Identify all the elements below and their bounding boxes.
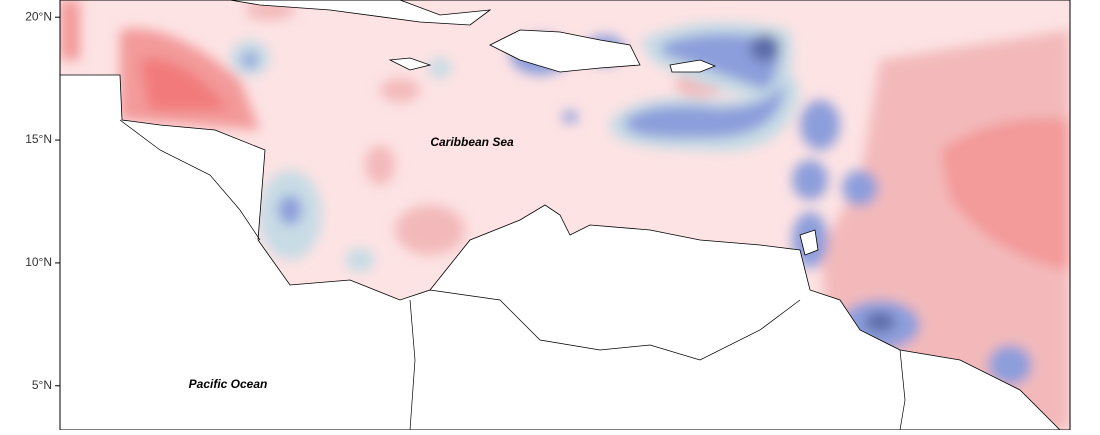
hispaniola	[489, 29, 641, 73]
y-tick-label: 20°N	[25, 9, 52, 23]
cuba	[229, 0, 492, 26]
jamaica	[388, 57, 432, 71]
ocean-label: Pacific Ocean	[189, 377, 268, 391]
sea-label: Caribbean Sea	[430, 135, 514, 149]
anomaly-field	[60, 0, 1070, 430]
y-tick-label: 15°N	[25, 132, 52, 146]
trinidad	[799, 229, 819, 256]
land	[60, 74, 1061, 430]
puerto-rico	[669, 59, 717, 73]
y-tick-label: 5°N	[32, 378, 52, 392]
y-tick-label: 10°N	[25, 255, 52, 269]
